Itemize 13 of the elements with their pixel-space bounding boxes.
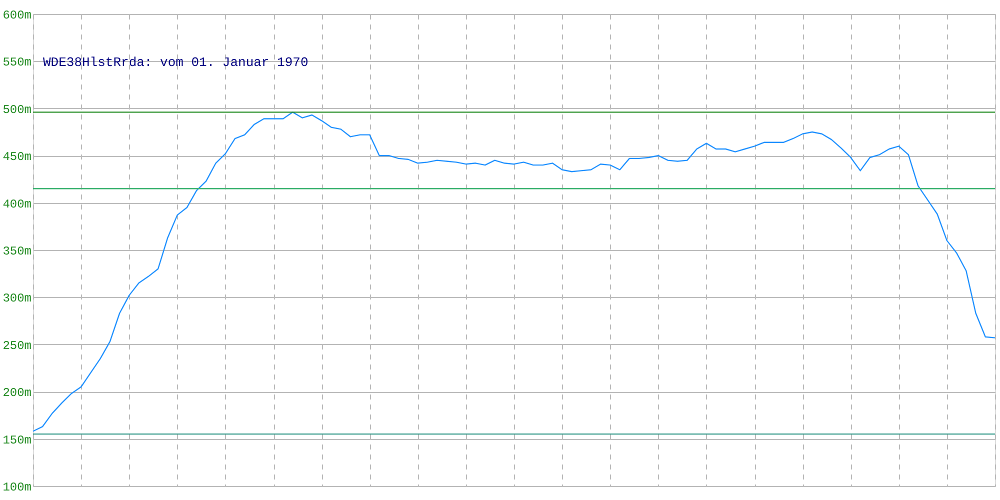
y-tick-label: 500m: [2, 102, 32, 117]
y-tick-label: 350m: [2, 244, 32, 258]
line-series: [32, 112, 996, 432]
y-tick-label: 550m: [2, 56, 32, 70]
text: WDE38HlstRrda: vom 01. Januar 1970: [43, 55, 308, 70]
y-tick-label: 100m: [2, 480, 32, 494]
y-tick-label: 250m: [2, 338, 32, 353]
y-tick-label: 400m: [2, 197, 32, 212]
y-tick-label: 300m: [2, 292, 32, 306]
y-tick-label: 150m: [2, 433, 32, 448]
y-tick-label: 450m: [2, 150, 32, 164]
y-tick-label: 600m: [2, 8, 32, 22]
y-tick-label: 200m: [2, 386, 32, 400]
